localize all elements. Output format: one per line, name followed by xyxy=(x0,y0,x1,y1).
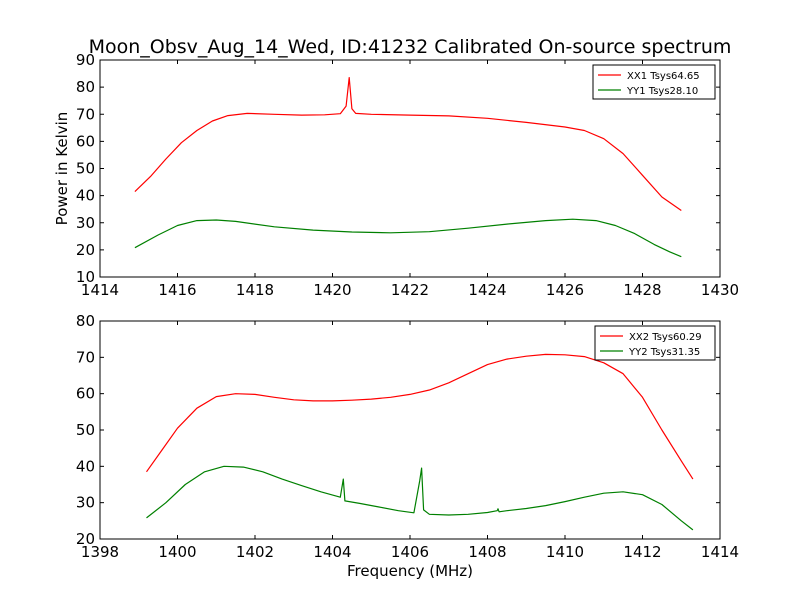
bottom-series-line-1 xyxy=(146,465,694,531)
bottom-legend-label-1: YY2 Tsys31.35 xyxy=(628,347,700,358)
bottom-legend: XX2 Tsys60.29 YY2 Tsys31.35 xyxy=(594,325,716,361)
top-series-line-1 xyxy=(134,218,682,258)
bottom-legend-box xyxy=(594,325,716,361)
x-axis-label: Frequency (MHz) xyxy=(347,562,473,580)
top-y-tick-label: 80 xyxy=(76,78,95,96)
top-series-line-0 xyxy=(134,77,682,211)
figure-title: Moon_Obsv_Aug_14_Wed, ID:41232 Calibrate… xyxy=(89,36,732,58)
top-x-tick-label: 1416 xyxy=(158,281,196,299)
bottom-y-tick-label: 80 xyxy=(76,312,95,330)
top-y-tick-label: 30 xyxy=(76,214,95,232)
top-subplot: 1414 1416 1418 1420 1422 1424 1426 1428 1430 10 20… xyxy=(53,51,739,299)
top-x-tick-label: 1428 xyxy=(623,281,661,299)
bottom-y-tick-label: 50 xyxy=(76,421,95,439)
bottom-x-tick-label: 1408 xyxy=(468,543,506,561)
top-x-tick-label: 1414 xyxy=(81,281,119,299)
top-y-axis-label: Power in Kelvin xyxy=(53,112,71,226)
bottom-series-line-0 xyxy=(146,353,694,480)
top-x-tick-label: 1426 xyxy=(546,281,584,299)
bottom-y-tick-label: 70 xyxy=(76,348,95,366)
top-x-tick-label: 1424 xyxy=(468,281,506,299)
bottom-x-tick-label: 1406 xyxy=(391,543,429,561)
top-x-tick-label: 1422 xyxy=(391,281,429,299)
top-y-tick-label: 10 xyxy=(76,268,95,286)
top-y-tick-label: 60 xyxy=(76,132,95,150)
bottom-y-tick-label: 30 xyxy=(76,494,95,512)
top-y-tick-label: 50 xyxy=(76,160,95,178)
bottom-y-tick-label: 60 xyxy=(76,385,95,403)
top-legend-label-0: XX1 Tsys64.65 xyxy=(627,71,700,82)
bottom-y-tick-label: 20 xyxy=(76,530,95,548)
bottom-x-tick-label: 1402 xyxy=(236,543,274,561)
top-legend: XX1 Tsys64.65 YY1 Tsys28.10 xyxy=(592,64,716,100)
bottom-legend-label-0: XX2 Tsys60.29 xyxy=(629,332,702,343)
top-y-tick-label: 20 xyxy=(76,241,95,259)
bottom-y-tick-label: 40 xyxy=(76,457,95,475)
top-y-tick-label: 90 xyxy=(76,51,95,69)
top-y-tick-label: 40 xyxy=(76,187,95,205)
bottom-subplot: 1398 1400 1402 1404 1406 1408 1410 1412 1414 20 30… xyxy=(76,312,739,561)
top-x-tick-label: 1418 xyxy=(236,281,274,299)
top-x-tick-label: 1420 xyxy=(313,281,351,299)
top-legend-box xyxy=(592,64,716,100)
bottom-x-tick-label: 1412 xyxy=(623,543,661,561)
top-legend-label-1: YY1 Tsys28.10 xyxy=(626,86,698,97)
bottom-x-tick-label: 1404 xyxy=(313,543,351,561)
bottom-x-tick-label: 1398 xyxy=(81,543,119,561)
bottom-x-tick-label: 1410 xyxy=(546,543,584,561)
bottom-x-tick-label: 1400 xyxy=(158,543,196,561)
top-x-tick-label: 1430 xyxy=(701,281,739,299)
bottom-x-tick-label: 1414 xyxy=(701,543,739,561)
top-y-tick-label: 70 xyxy=(76,105,95,123)
